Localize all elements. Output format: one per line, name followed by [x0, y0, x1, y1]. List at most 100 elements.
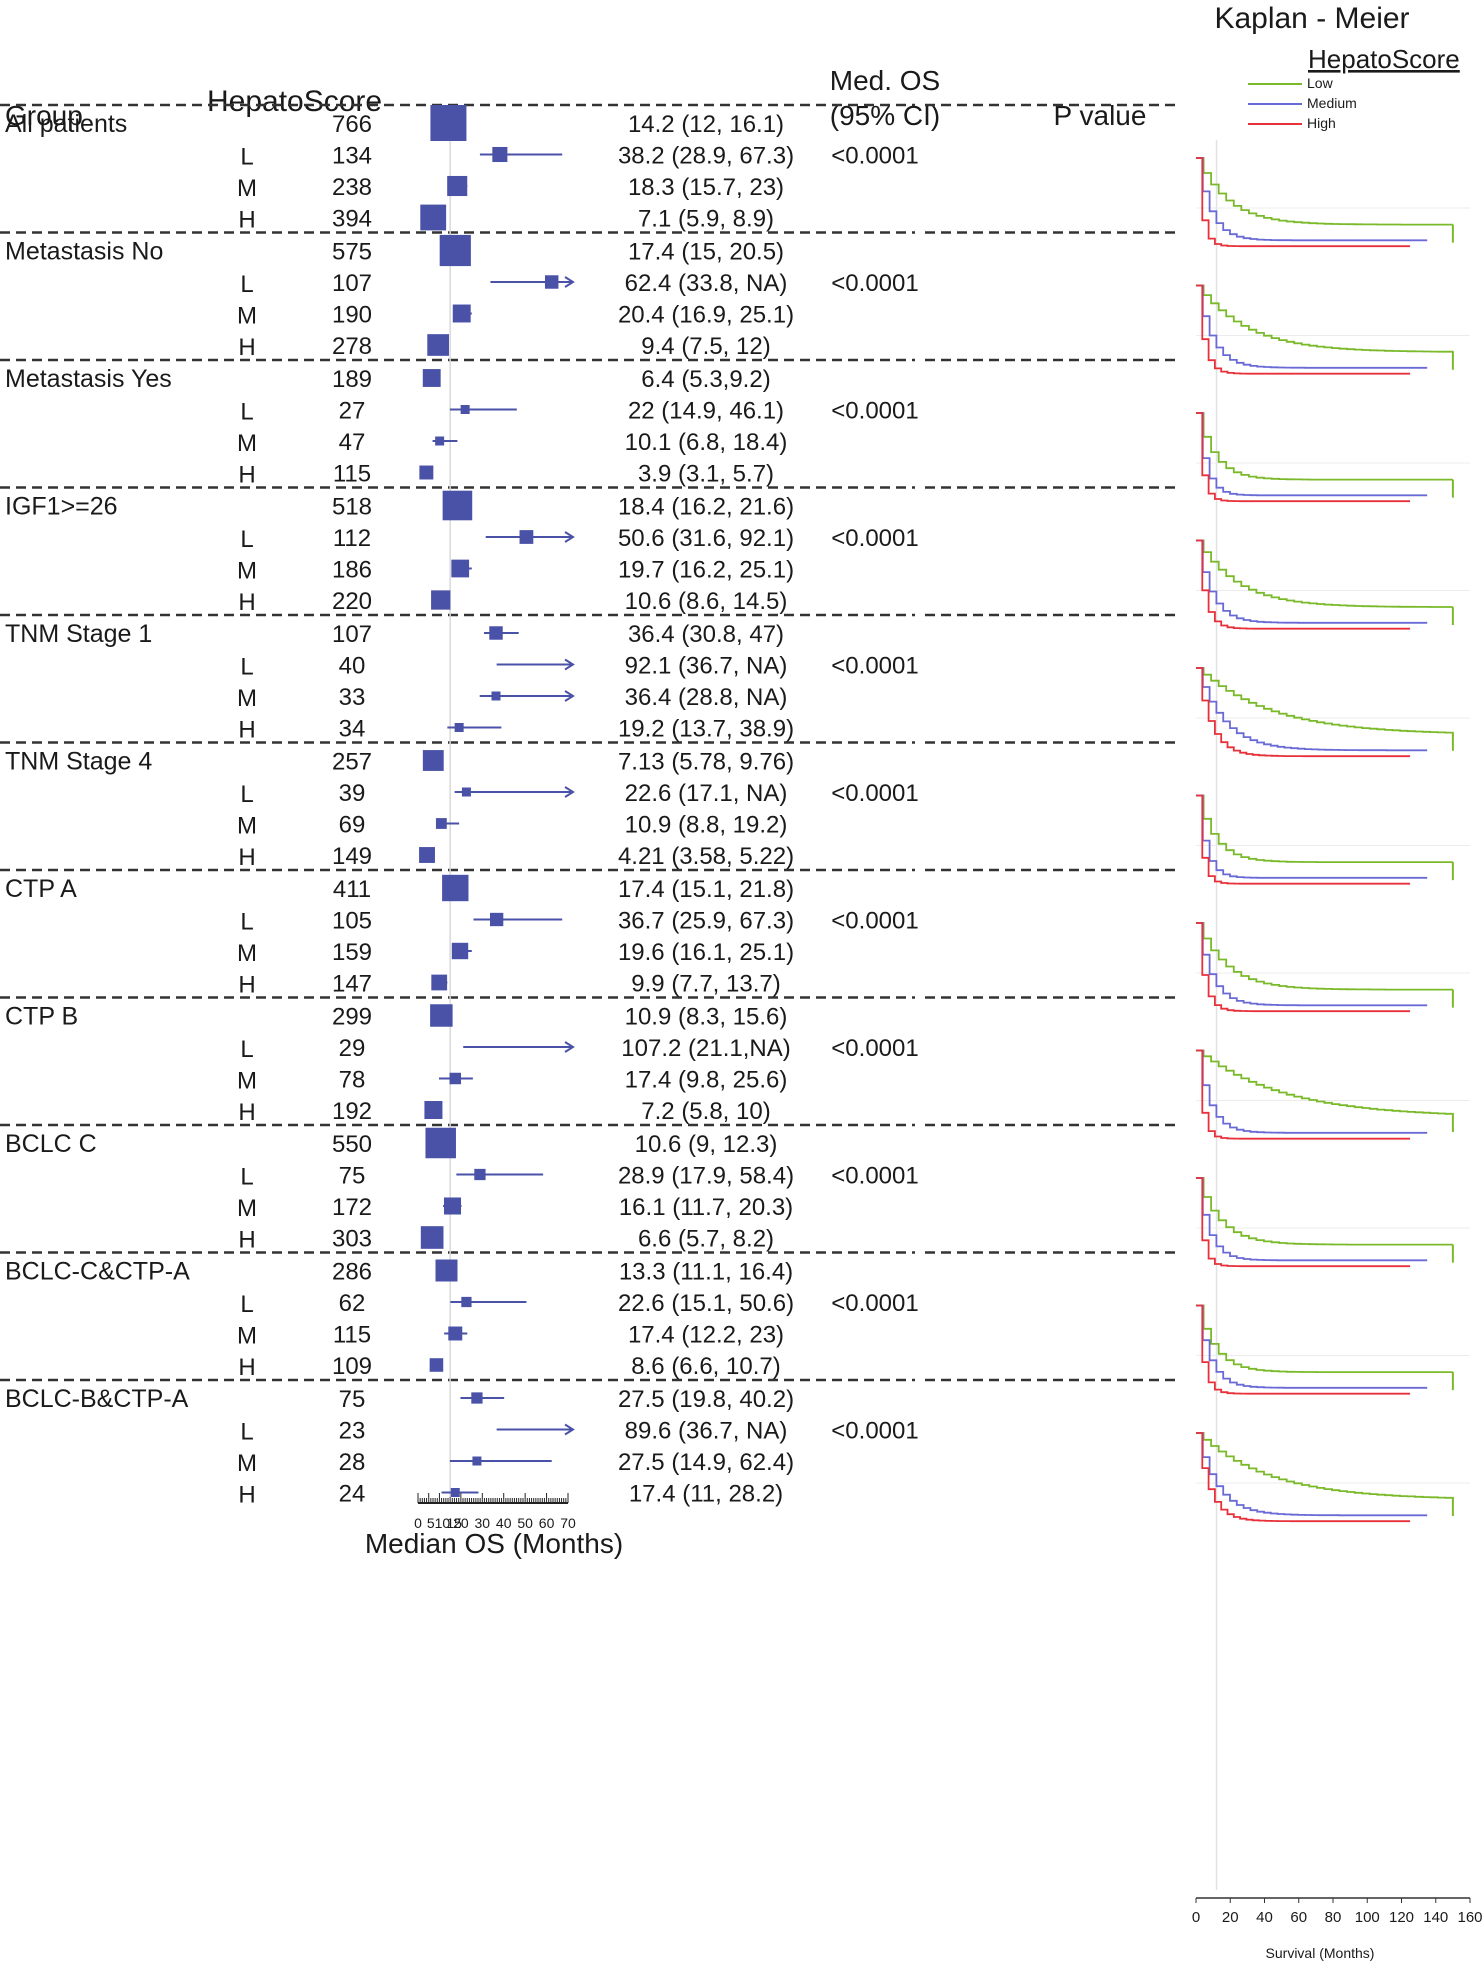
- median-os-ci: 14.2 (12, 16.1): [628, 111, 784, 138]
- km-legend-label: Medium: [1307, 95, 1357, 111]
- sample-size: 299: [332, 1004, 372, 1031]
- ci-arrow: [564, 276, 575, 288]
- km-panel: [1196, 667, 1470, 758]
- p-value: <0.0001: [831, 1418, 918, 1445]
- hepatoscore-level: M: [237, 813, 257, 840]
- km-curve-high: [1196, 539, 1411, 630]
- hepatoscore-level: H: [238, 1354, 255, 1381]
- sample-size: 238: [332, 174, 372, 201]
- hepatoscore-level: M: [237, 303, 257, 330]
- km-curve-medium: [1196, 157, 1428, 242]
- hepatoscore-level: H: [238, 1227, 255, 1254]
- forest-row: M 172 16.1 (11.7, 20.3): [237, 1194, 793, 1222]
- forest-group: BCLC-C&CTP-A 286 13.3 (11.1, 16.4) L 62 22.6 …: [5, 1258, 919, 1382]
- sample-size: 34: [339, 716, 366, 743]
- sample-size: 303: [332, 1226, 372, 1253]
- ci-arrow: [564, 658, 575, 671]
- sample-size: 147: [332, 971, 372, 998]
- median-os-ci: 17.4 (11, 28.2): [629, 1481, 783, 1508]
- km-curve-low: [1196, 1304, 1453, 1373]
- p-value: <0.0001: [831, 398, 918, 425]
- km-curve-high: [1196, 157, 1411, 248]
- forest-row: L 27 22 (14.9, 46.1) <0.0001: [240, 398, 918, 426]
- group-label: TNM Stage 4: [5, 748, 152, 776]
- estimate-marker: [442, 874, 469, 902]
- forest-row: L 107 62.4 (33.8, NA) <0.0001: [240, 270, 918, 298]
- km-axis-title: Survival (Months): [1266, 1945, 1375, 1961]
- forest-group: TNM Stage 1 107 36.4 (30.8, 47) L 40 92.1 (36…: [5, 620, 919, 744]
- estimate-marker: [472, 1456, 482, 1466]
- hepatoscore-level: L: [240, 909, 253, 936]
- median-os-ci: 92.1 (36.7, NA): [625, 653, 788, 680]
- forest-row: M 190 20.4 (16.9, 25.1): [237, 302, 794, 330]
- median-os-ci: 27.5 (14.9, 62.4): [618, 1449, 794, 1476]
- sample-size: 286: [332, 1259, 372, 1286]
- median-os-ci: 19.2 (13.7, 38.9): [618, 716, 794, 743]
- p-value: <0.0001: [831, 1290, 918, 1317]
- forest-group: IGF1>=26 518 18.4 (16.2, 21.6) L 112 50.6 (31…: [5, 490, 919, 616]
- km-curve-medium: [1196, 794, 1428, 879]
- sample-size: 115: [333, 1322, 371, 1349]
- sample-size: 518: [332, 494, 372, 521]
- hepatoscore-level: M: [237, 1195, 257, 1222]
- km-curve-low: [1196, 794, 1453, 863]
- p-value: <0.0001: [831, 1035, 918, 1062]
- hepatoscore-level: L: [240, 1291, 253, 1318]
- km-x-axis: 0 20 40 60 80 100 120 140 160 Survival (Months): [1192, 1897, 1482, 1961]
- estimate-marker: [427, 334, 449, 356]
- group-label: CTP A: [5, 875, 77, 903]
- group-label: BCLC C: [5, 1130, 97, 1158]
- median-os-ci: 22 (14.9, 46.1): [628, 398, 784, 425]
- km-panel: [1196, 539, 1470, 630]
- km-axis-tick-label: 80: [1325, 1909, 1342, 1926]
- group-label: IGF1>=26: [5, 493, 118, 521]
- estimate-marker: [424, 1100, 443, 1120]
- forest-group: TNM Stage 4 257 7.13 (5.78, 9.76) L 39 22.6 (…: [5, 748, 919, 872]
- sample-size: 394: [332, 206, 372, 233]
- median-os-ci: 17.4 (9.8, 25.6): [625, 1067, 788, 1094]
- km-legend: Low Medium High: [1248, 75, 1357, 131]
- median-os-ci: 22.6 (17.1, NA): [625, 780, 788, 807]
- km-panel: [1196, 1177, 1470, 1268]
- group-label: TNM Stage 1: [5, 620, 152, 648]
- forest-row: H 24 17.4 (11, 28.2): [238, 1481, 783, 1509]
- km-legend-label: Low: [1307, 75, 1334, 91]
- estimate-marker: [448, 1326, 463, 1341]
- estimate-marker: [443, 1197, 462, 1215]
- median-os-ci: 7.13 (5.78, 9.76): [618, 749, 794, 776]
- axis-title: Median OS (Months): [365, 1528, 623, 1559]
- km-curve-low: [1196, 1177, 1453, 1246]
- hepatoscore-level: H: [238, 717, 255, 744]
- table-header: Group HepatoScore Med. OS (95% CI) P val…: [5, 65, 1146, 131]
- axis-tick-label: 30: [474, 1515, 490, 1531]
- km-panel: [1196, 922, 1470, 1013]
- axis-tick-label: 40: [496, 1515, 512, 1531]
- hepatoscore-level: H: [238, 334, 255, 361]
- forest-group: CTP A 411 17.4 (15.1, 21.8) L 105 36.7 (25.9,…: [5, 874, 919, 999]
- estimate-marker: [420, 204, 447, 231]
- forest-group: Metastasis No 575 17.4 (15, 20.5) L 107 62.4 …: [5, 234, 919, 361]
- median-os-ci: 19.7 (16.2, 25.1): [618, 557, 794, 584]
- sample-size: 40: [339, 653, 366, 680]
- forest-row: BCLC-B&CTP-A 75 27.5 (19.8, 40.2): [5, 1385, 794, 1413]
- estimate-marker: [471, 1392, 483, 1404]
- ci-arrow: [564, 690, 575, 702]
- km-curve-medium: [1196, 1049, 1428, 1134]
- estimate-marker: [425, 1127, 456, 1159]
- sample-size: 107: [332, 621, 372, 648]
- estimate-marker: [544, 275, 559, 289]
- group-label: All patients: [5, 110, 127, 138]
- hepatoscore-level: M: [237, 430, 257, 457]
- estimate-marker: [451, 942, 469, 960]
- forest-row: L 23 89.6 (36.7, NA) <0.0001: [240, 1418, 918, 1446]
- hepatoscore-level: H: [238, 589, 255, 616]
- hepatoscore-level: L: [240, 1036, 253, 1063]
- forest-group: All patients 766 14.2 (12, 16.1) L 134 38.2 (…: [5, 105, 919, 234]
- sample-size: 27: [339, 398, 366, 425]
- forest-row: TNM Stage 1 107 36.4 (30.8, 47): [5, 620, 784, 648]
- estimate-marker: [439, 234, 471, 267]
- forest-row: IGF1>=26 518 18.4 (16.2, 21.6): [5, 490, 794, 521]
- sample-size: 134: [332, 143, 372, 170]
